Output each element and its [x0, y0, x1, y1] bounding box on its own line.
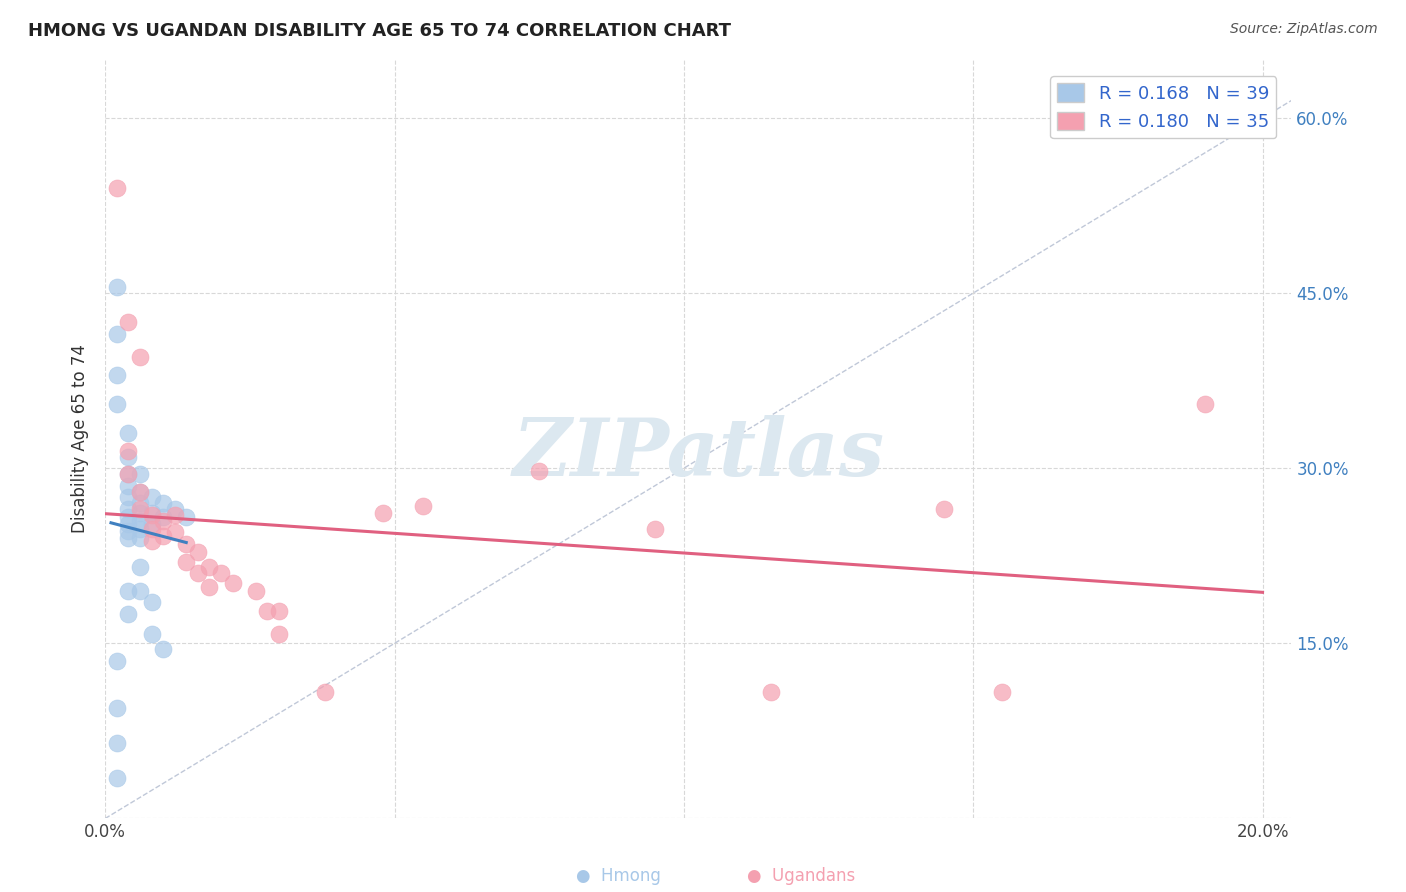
Point	[117, 479, 139, 493]
Text: HMONG VS UGANDAN DISABILITY AGE 65 TO 74 CORRELATION CHART: HMONG VS UGANDAN DISABILITY AGE 65 TO 74…	[28, 22, 731, 40]
Point	[187, 545, 209, 559]
Point	[644, 522, 666, 536]
Point	[152, 514, 174, 528]
Point	[934, 502, 956, 516]
Point	[117, 491, 139, 505]
Point	[129, 484, 152, 499]
Point	[152, 510, 174, 524]
Point	[256, 604, 278, 618]
Point	[105, 326, 128, 341]
Point	[117, 315, 139, 329]
Point	[117, 443, 139, 458]
Point	[129, 531, 152, 545]
Text: Source: ZipAtlas.com: Source: ZipAtlas.com	[1230, 22, 1378, 37]
Point	[163, 502, 186, 516]
Point	[105, 181, 128, 195]
Point	[141, 506, 163, 520]
Point	[129, 560, 152, 574]
Point	[209, 566, 232, 581]
Point	[141, 491, 163, 505]
Point	[412, 499, 434, 513]
Point	[174, 510, 197, 524]
Point	[198, 580, 221, 594]
Point	[163, 508, 186, 522]
Point	[371, 506, 394, 520]
Point	[117, 467, 139, 481]
Point	[163, 525, 186, 540]
Point	[141, 517, 163, 532]
Point	[991, 685, 1014, 699]
Point	[129, 351, 152, 365]
Y-axis label: Disability Age 65 to 74: Disability Age 65 to 74	[72, 344, 89, 533]
Point	[117, 517, 139, 532]
Text: ●  Hmong: ● Hmong	[576, 867, 661, 885]
Point	[129, 496, 152, 510]
Point	[117, 502, 139, 516]
Point	[267, 627, 290, 641]
Point	[141, 595, 163, 609]
Point	[174, 555, 197, 569]
Point	[141, 627, 163, 641]
Point	[129, 522, 152, 536]
Point	[105, 280, 128, 294]
Point	[129, 484, 152, 499]
Point	[314, 685, 336, 699]
Text: ●  Ugandans: ● Ugandans	[748, 867, 855, 885]
Point	[117, 467, 139, 481]
Point	[117, 450, 139, 464]
Point	[759, 685, 782, 699]
Point	[129, 514, 152, 528]
Point	[129, 506, 152, 520]
Point	[174, 537, 197, 551]
Point	[129, 502, 152, 516]
Point	[105, 700, 128, 714]
Point	[245, 583, 267, 598]
Point	[221, 575, 243, 590]
Point	[152, 529, 174, 543]
Point	[105, 368, 128, 382]
Point	[105, 771, 128, 785]
Point	[529, 464, 551, 478]
Point	[152, 642, 174, 657]
Point	[117, 583, 139, 598]
Point	[1194, 397, 1216, 411]
Point	[105, 735, 128, 749]
Text: ZIPatlas: ZIPatlas	[512, 416, 884, 493]
Point	[117, 531, 139, 545]
Point	[105, 397, 128, 411]
Point	[141, 508, 163, 522]
Point	[152, 496, 174, 510]
Point	[117, 426, 139, 441]
Point	[187, 566, 209, 581]
Point	[117, 524, 139, 539]
Point	[141, 522, 163, 536]
Point	[267, 604, 290, 618]
Legend: R = 0.168   N = 39, R = 0.180   N = 35: R = 0.168 N = 39, R = 0.180 N = 35	[1050, 76, 1277, 138]
Point	[129, 467, 152, 481]
Point	[117, 510, 139, 524]
Point	[117, 607, 139, 622]
Point	[105, 654, 128, 668]
Point	[198, 560, 221, 574]
Point	[141, 533, 163, 548]
Point	[129, 583, 152, 598]
